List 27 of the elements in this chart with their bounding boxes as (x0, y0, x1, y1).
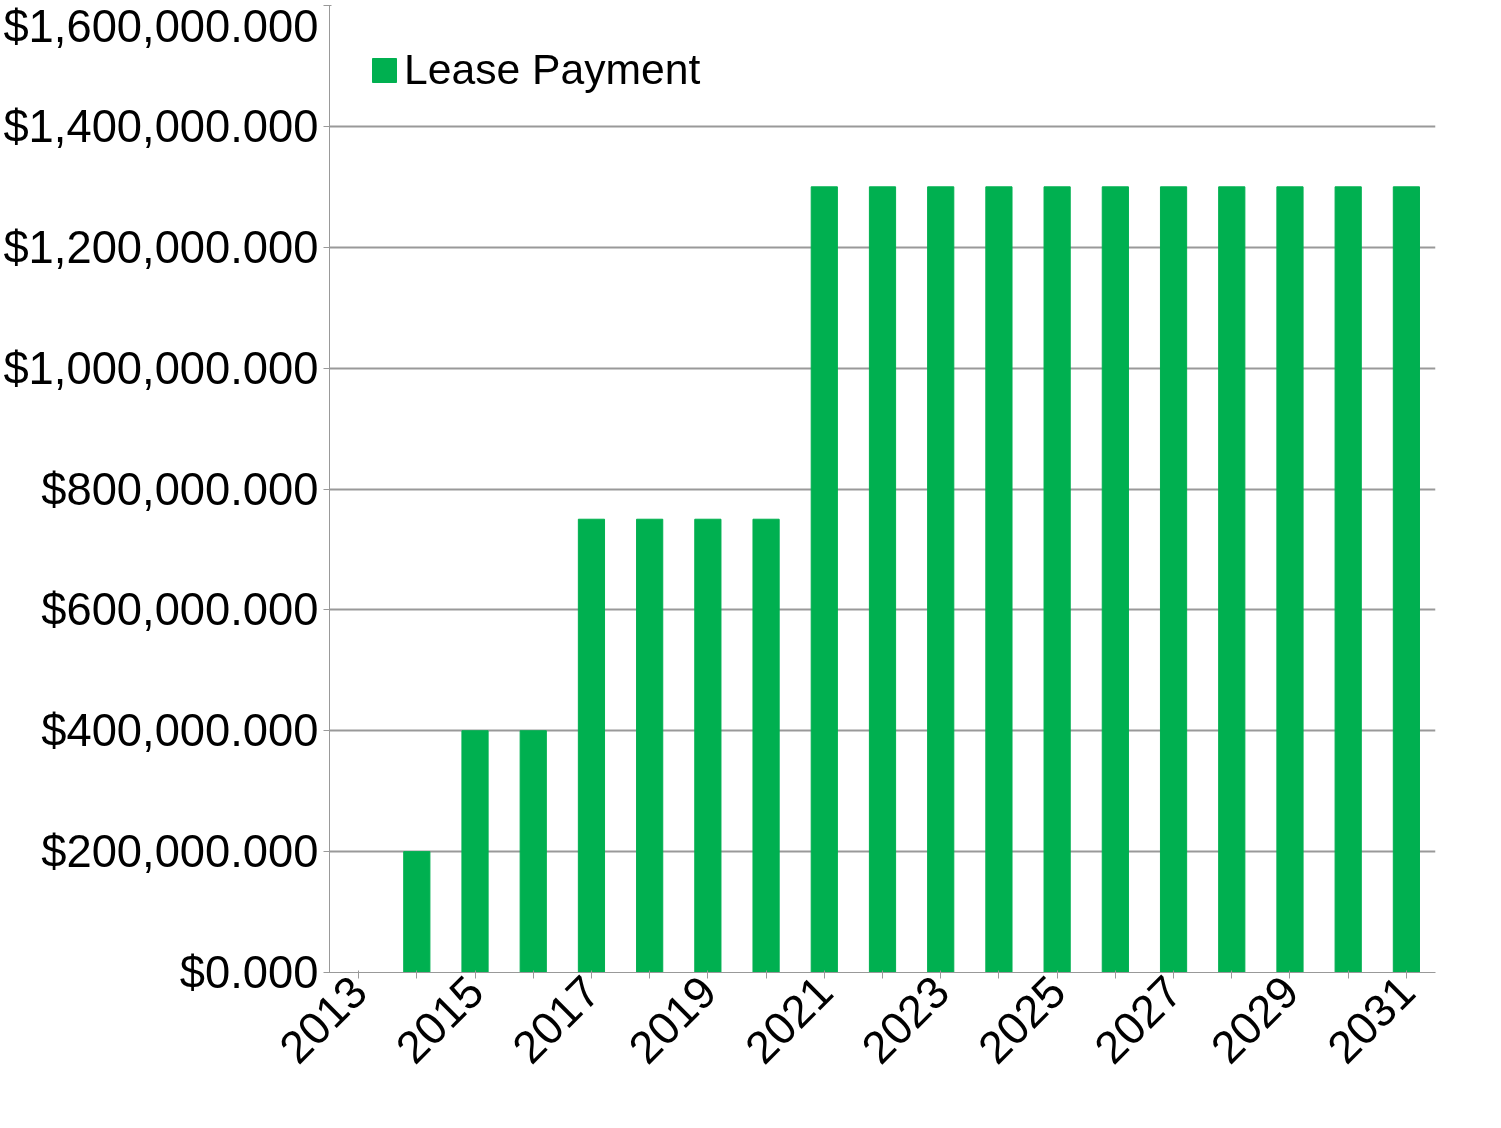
bar (636, 518, 664, 973)
y-tick-label: $1,000,000.000 (3, 342, 319, 394)
bar (1218, 186, 1246, 973)
y-tick-label: $1,200,000.000 (3, 221, 319, 273)
bar (519, 730, 547, 973)
y-tick-label: $1,600,000.000 (3, 0, 319, 52)
legend-label: Lease Payment (404, 45, 701, 94)
bar (810, 186, 838, 973)
y-tick-label: $200,000.000 (41, 826, 319, 878)
y-tick-label: $800,000.000 (41, 463, 319, 515)
y-tick-label: $600,000.000 (41, 584, 319, 636)
y-tick-label: $1,400,000.000 (3, 100, 319, 152)
bar (1101, 186, 1129, 973)
bar (694, 518, 722, 973)
bar (927, 186, 955, 973)
bar (752, 518, 780, 973)
bar (985, 186, 1013, 973)
bar (577, 518, 606, 973)
bar (1334, 186, 1362, 973)
bar (403, 851, 431, 973)
bar (1276, 186, 1304, 973)
bar (461, 730, 489, 973)
bar (868, 186, 897, 973)
bar (1392, 186, 1420, 973)
bar (1043, 186, 1071, 973)
y-tick-label: $400,000.000 (41, 705, 319, 757)
bar (1159, 186, 1188, 973)
